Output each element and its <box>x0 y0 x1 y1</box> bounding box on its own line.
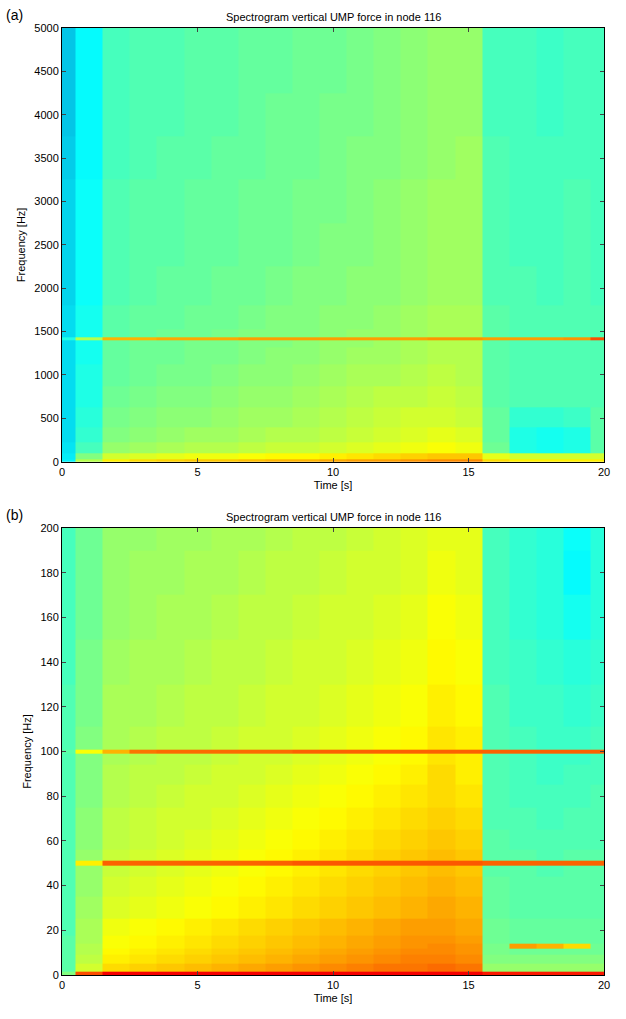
svg-text:0: 0 <box>59 466 65 478</box>
svg-text:2500: 2500 <box>34 239 58 251</box>
svg-text:Spectrogram vertical UMP force: Spectrogram vertical UMP force in node 1… <box>226 11 441 23</box>
svg-text:10: 10 <box>327 466 339 478</box>
svg-text:3000: 3000 <box>34 195 58 207</box>
svg-text:5000: 5000 <box>34 22 58 34</box>
svg-text:500: 500 <box>40 412 58 424</box>
svg-text:40: 40 <box>47 879 59 891</box>
svg-text:160: 160 <box>40 611 58 623</box>
svg-text:5: 5 <box>194 466 200 478</box>
svg-text:1500: 1500 <box>34 325 58 337</box>
svg-text:15: 15 <box>462 979 474 991</box>
svg-text:180: 180 <box>40 567 58 579</box>
svg-text:(a): (a) <box>6 7 23 23</box>
svg-text:(b): (b) <box>6 507 23 523</box>
svg-text:2000: 2000 <box>34 282 58 294</box>
svg-text:60: 60 <box>47 835 59 847</box>
svg-text:Time [s]: Time [s] <box>314 992 353 1004</box>
svg-text:20: 20 <box>598 979 610 991</box>
svg-text:Frequency [Hz]: Frequency [Hz] <box>21 714 33 789</box>
svg-text:20: 20 <box>598 466 610 478</box>
svg-text:0: 0 <box>59 979 65 991</box>
svg-text:5: 5 <box>194 979 200 991</box>
svg-text:100: 100 <box>40 745 58 757</box>
svg-text:4500: 4500 <box>34 65 58 77</box>
svg-text:10: 10 <box>327 979 339 991</box>
svg-text:4000: 4000 <box>34 109 58 121</box>
svg-text:Spectrogram vertical UMP force: Spectrogram vertical UMP force in node 1… <box>226 511 441 523</box>
svg-text:200: 200 <box>40 522 58 534</box>
svg-text:0: 0 <box>53 969 59 981</box>
svg-text:1000: 1000 <box>34 369 58 381</box>
svg-text:0: 0 <box>53 456 59 468</box>
svg-text:140: 140 <box>40 656 58 668</box>
svg-text:120: 120 <box>40 701 58 713</box>
svg-text:Frequency [Hz]: Frequency [Hz] <box>15 208 27 283</box>
svg-text:20: 20 <box>47 924 59 936</box>
svg-text:Time [s]: Time [s] <box>314 479 353 491</box>
svg-text:15: 15 <box>462 466 474 478</box>
svg-text:3500: 3500 <box>34 152 58 164</box>
svg-text:80: 80 <box>47 790 59 802</box>
